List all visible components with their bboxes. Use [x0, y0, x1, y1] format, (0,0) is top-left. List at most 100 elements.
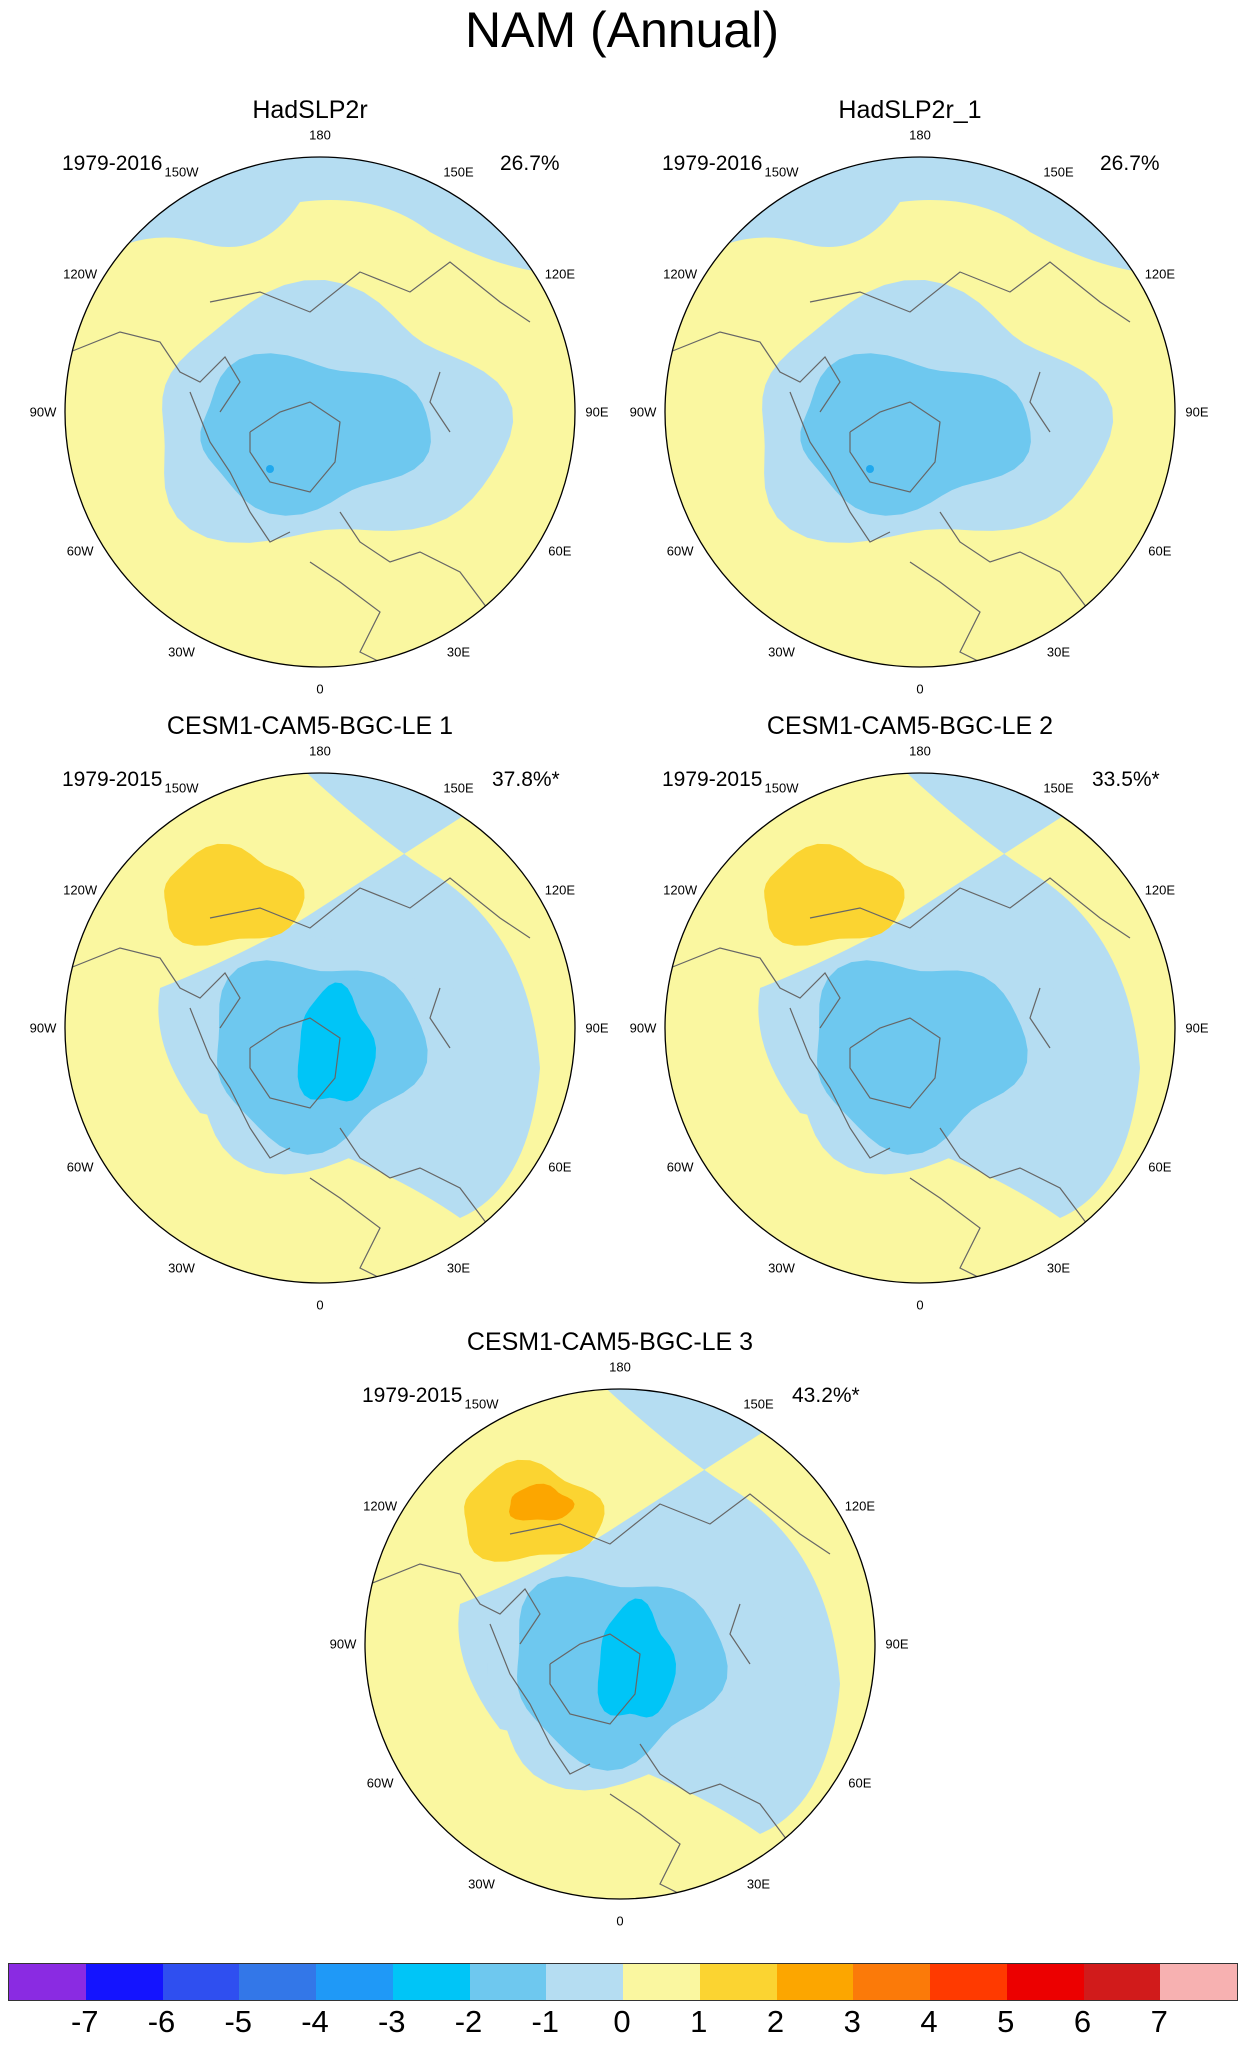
coast-north-america-west — [669, 947, 841, 1029]
panel-percent: 43.2%* — [792, 1384, 860, 1407]
coast-north-america-east — [789, 391, 891, 543]
panel-period: 1979-2016 — [662, 152, 763, 175]
coast-north-america-west — [369, 1563, 541, 1645]
longitude-label: 150W — [164, 164, 199, 180]
longitude-label: 90W — [629, 404, 657, 420]
longitude-label: 30W — [768, 644, 795, 660]
colorbar-swatch — [9, 1964, 86, 2000]
longitude-label: 60W — [666, 1159, 694, 1174]
longitude-label: 150W — [764, 780, 799, 796]
colorbar-swatch — [392, 1964, 470, 2000]
anomaly-core — [817, 960, 1028, 1155]
longitude-label: 90E — [585, 404, 609, 420]
coast-kara — [1029, 987, 1051, 1049]
longitude-label: 60E — [1148, 1159, 1172, 1174]
colorbar-swatch — [469, 1964, 547, 2000]
longitude-label: 150W — [164, 780, 199, 796]
coast-north-america-east — [489, 1623, 591, 1775]
longitude-label: 120W — [363, 1498, 398, 1513]
longitude-label: 90E — [1185, 404, 1209, 420]
coast-kara — [429, 371, 451, 433]
longitude-label: 180 — [609, 1359, 631, 1375]
coast-north-africa — [909, 561, 1001, 667]
longitude-label: 90E — [885, 1636, 909, 1652]
longitude-label: 90W — [29, 1020, 57, 1036]
panel-period: 1979-2015 — [62, 768, 163, 791]
panel-title: CESM1-CAM5-BGC-LE 2 — [766, 712, 1054, 740]
longitude-label: 0 — [316, 681, 324, 697]
coast-greenland — [249, 1017, 341, 1109]
longitude-label: 60E — [1148, 543, 1172, 558]
longitude-label: 90E — [1185, 1020, 1209, 1036]
longitude-label: 30E — [1046, 644, 1071, 660]
map-border — [64, 156, 576, 668]
longitude-label: 180 — [909, 743, 931, 759]
colorbar-swatch — [546, 1964, 623, 2000]
colorbar-swatch — [1006, 1964, 1084, 2000]
coast-north-america-west — [669, 331, 841, 413]
longitude-label: 120W — [663, 882, 698, 897]
longitude-label: 0 — [916, 681, 924, 697]
longitude-label: 90W — [629, 1020, 657, 1036]
colorbar-tick-label: 5 — [997, 2004, 1015, 2039]
longitude-label: 150W — [764, 164, 799, 180]
polar-map — [64, 156, 576, 668]
colorbar-tick-label: -2 — [454, 2004, 483, 2039]
panel-period: 1979-2016 — [62, 152, 163, 175]
colorbar-swatch — [853, 1964, 930, 2000]
anomaly-core — [200, 353, 431, 516]
coast-north-america-west — [69, 947, 241, 1029]
longitude-label: 180 — [909, 127, 931, 143]
longitude-label: 60E — [548, 543, 572, 558]
map-panel-hadslp2r: HadSLP2r 1979-2016 26.7% 180 150W 150E 120W… — [10, 90, 610, 697]
longitude-label: 150E — [1043, 164, 1074, 180]
polar-map — [364, 1388, 876, 1900]
colorbar-swatch — [776, 1964, 854, 2000]
anomaly-core — [800, 353, 1031, 516]
colorbar-swatch — [1083, 1964, 1161, 2000]
longitude-label: 30E — [1046, 1260, 1071, 1276]
colorbar-tick-label: 4 — [920, 2004, 938, 2039]
coast-north-africa — [609, 1793, 701, 1899]
panel-percent: 26.7% — [1100, 152, 1160, 175]
longitude-label: 60W — [666, 543, 694, 558]
coast-north-america-east — [189, 1007, 291, 1159]
longitude-label: 60E — [848, 1775, 872, 1790]
coast-greenland — [849, 401, 941, 493]
longitude-label: 60W — [366, 1775, 394, 1790]
map-panel-cesm-2: CESM1-CAM5-BGC-LE 2 1979-2015 33.5%* 180… — [610, 706, 1210, 1313]
longitude-label: 90W — [29, 404, 57, 420]
colorbar-swatch — [1160, 1964, 1237, 2000]
coast-kara — [429, 987, 451, 1049]
longitude-label: 120W — [663, 266, 698, 281]
coast-north-africa — [909, 1177, 1001, 1283]
coast-siberia — [209, 261, 531, 323]
map-border — [664, 156, 1176, 668]
longitude-label: 30E — [746, 1876, 771, 1892]
longitude-label: 60W — [66, 1159, 94, 1174]
panel-title: CESM1-CAM5-BGC-LE 3 — [466, 1328, 754, 1356]
colorbar-swatch — [623, 1964, 700, 2000]
longitude-label: 30W — [168, 1260, 195, 1276]
longitude-label: 150W — [464, 1396, 499, 1412]
panel-title: HadSLP2r — [252, 96, 368, 124]
colorbar-tick-label: 0 — [613, 2004, 631, 2039]
colorbar-tick-label: 1 — [690, 2004, 708, 2039]
longitude-label: 150E — [743, 1396, 774, 1412]
longitude-label: 120E — [544, 266, 576, 281]
polar-map — [664, 772, 1176, 1284]
main-title: NAM (Annual) — [465, 2, 779, 58]
panel-title: CESM1-CAM5-BGC-LE 1 — [166, 712, 454, 740]
longitude-label: 120E — [844, 1498, 876, 1513]
colorbar-tick-label: -3 — [377, 2004, 406, 2039]
anomaly-spot — [266, 465, 274, 473]
colorbar-swatch — [699, 1964, 777, 2000]
longitude-label: 120W — [63, 266, 98, 281]
coast-greenland — [249, 401, 341, 493]
longitude-label: 120E — [544, 882, 576, 897]
longitude-label: 120E — [1144, 266, 1176, 281]
longitude-label: 30W — [768, 1260, 795, 1276]
coast-kara — [1029, 371, 1051, 433]
panel-period: 1979-2015 — [662, 768, 763, 791]
coast-siberia — [809, 261, 1131, 323]
